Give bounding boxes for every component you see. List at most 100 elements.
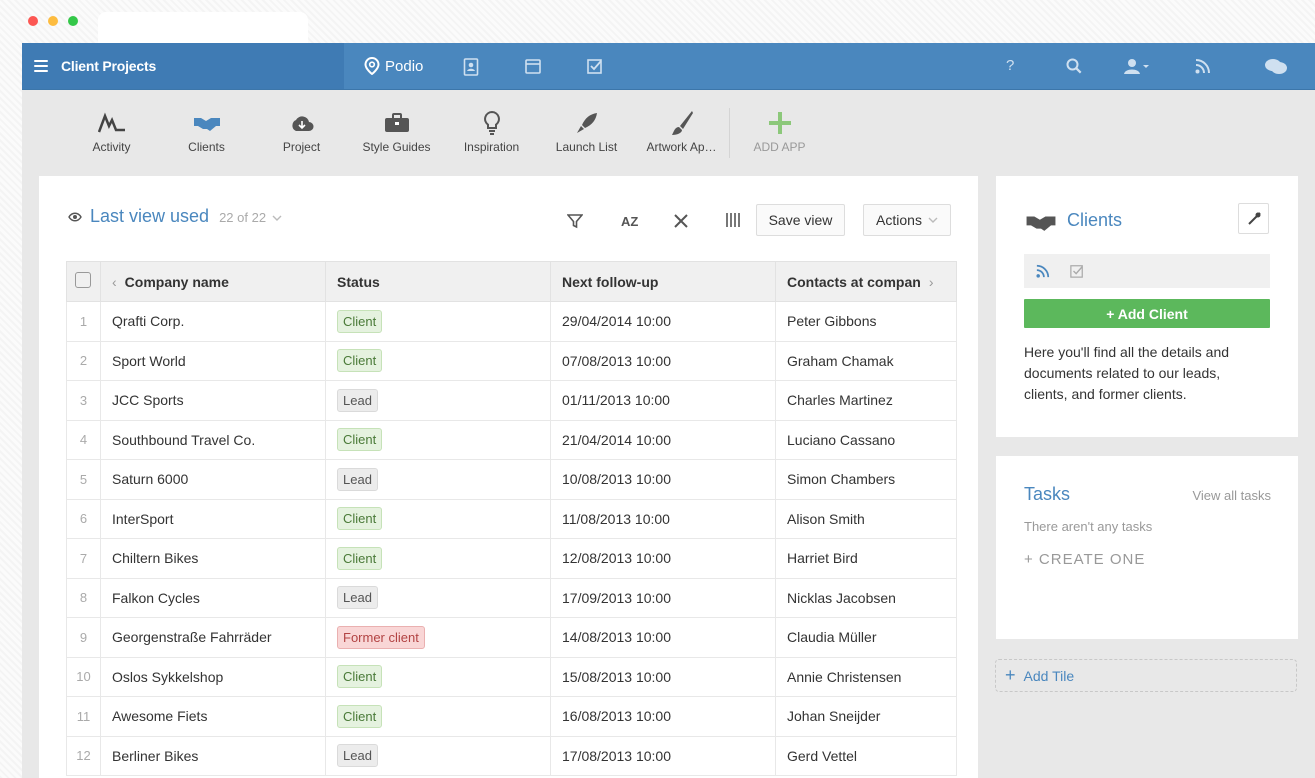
add-client-button[interactable]: + Add Client bbox=[1024, 299, 1270, 328]
app-project[interactable]: Project bbox=[254, 90, 349, 154]
app-artwork[interactable]: Artwork Ap… bbox=[634, 90, 729, 154]
contact-cell[interactable]: Simon Chambers bbox=[775, 459, 957, 500]
contacts-icon[interactable] bbox=[463, 58, 479, 76]
followup-cell[interactable]: 17/09/2013 10:00 bbox=[550, 577, 776, 618]
company-name-cell[interactable]: Awesome Fiets bbox=[100, 696, 326, 737]
status-cell[interactable]: Lead bbox=[325, 380, 551, 421]
company-name-cell[interactable]: Oslos Sykkelshop bbox=[100, 656, 326, 697]
save-view-button[interactable]: Save view bbox=[756, 204, 845, 236]
view-selector[interactable]: Last view used 22 of 22 bbox=[68, 206, 282, 227]
app-settings-button[interactable] bbox=[1238, 203, 1269, 234]
contact-cell[interactable]: Graham Chamak bbox=[775, 340, 957, 381]
app-launch-list[interactable]: Launch List bbox=[539, 90, 634, 154]
followup-cell[interactable]: 14/08/2013 10:00 bbox=[550, 617, 776, 658]
app-inspiration[interactable]: Inspiration bbox=[444, 90, 539, 154]
company-name-cell[interactable]: JCC Sports bbox=[100, 380, 326, 421]
podio-logo[interactable]: Podio bbox=[364, 57, 423, 75]
table-row[interactable]: 3 JCC Sports Lead 01/11/2013 10:00 Charles M… bbox=[66, 380, 957, 421]
minimize-dot[interactable] bbox=[48, 16, 58, 26]
contact-cell[interactable]: Luciano Cassano bbox=[775, 419, 957, 460]
status-cell[interactable]: Former client bbox=[325, 617, 551, 658]
filter-icon[interactable] bbox=[567, 213, 583, 229]
followup-cell[interactable]: 16/08/2013 10:00 bbox=[550, 696, 776, 737]
followup-cell[interactable]: 21/04/2014 10:00 bbox=[550, 419, 776, 460]
table-row[interactable]: 7 Chiltern Bikes Client 12/08/2013 10:00 Har… bbox=[66, 538, 957, 579]
company-name-cell[interactable]: Qrafti Corp. bbox=[100, 301, 326, 342]
status-cell[interactable]: Lead bbox=[325, 735, 551, 776]
status-cell[interactable]: Client bbox=[325, 656, 551, 697]
tasks-icon[interactable] bbox=[1070, 264, 1084, 278]
company-name-cell[interactable]: Southbound Travel Co. bbox=[100, 419, 326, 460]
contact-cell[interactable]: Harriet Bird bbox=[775, 538, 957, 579]
select-all-checkbox[interactable] bbox=[75, 272, 91, 288]
followup-cell[interactable]: 10/08/2013 10:00 bbox=[550, 459, 776, 500]
menu-icon[interactable] bbox=[34, 60, 48, 72]
contact-cell[interactable]: Gerd Vettel bbox=[775, 735, 957, 776]
table-row[interactable]: 6 InterSport Client 11/08/2013 10:00 Alison … bbox=[66, 498, 957, 539]
table-row[interactable]: 11 Awesome Fiets Client 16/08/2013 10:00 Joh… bbox=[66, 696, 957, 737]
company-name-cell[interactable]: Falkon Cycles bbox=[100, 577, 326, 618]
company-name-cell[interactable]: Saturn 6000 bbox=[100, 459, 326, 500]
table-row[interactable]: 10 Oslos Sykkelshop Client 15/08/2013 10:00… bbox=[66, 656, 957, 697]
clients-panel-title[interactable]: Clients bbox=[1067, 210, 1123, 230]
status-cell[interactable]: Lead bbox=[325, 459, 551, 500]
column-header-contacts[interactable]: Contacts at compan › bbox=[775, 261, 957, 302]
status-cell[interactable]: Client bbox=[325, 340, 551, 381]
tools-icon[interactable] bbox=[673, 213, 689, 229]
company-name-cell[interactable]: Berliner Bikes bbox=[100, 735, 326, 776]
followup-cell[interactable]: 11/08/2013 10:00 bbox=[550, 498, 776, 539]
followup-cell[interactable]: 15/08/2013 10:00 bbox=[550, 656, 776, 697]
close-dot[interactable] bbox=[28, 16, 38, 26]
browser-tab[interactable] bbox=[98, 12, 308, 44]
followup-cell[interactable]: 17/08/2013 10:00 bbox=[550, 735, 776, 776]
status-cell[interactable]: Client bbox=[325, 696, 551, 737]
create-task-link[interactable]: + CREATE ONE bbox=[1024, 551, 1146, 568]
column-header-status[interactable]: Status bbox=[325, 261, 551, 302]
tasks-icon[interactable] bbox=[587, 58, 603, 74]
table-row[interactable]: 8 Falkon Cycles Lead 17/09/2013 10:00 Nickla… bbox=[66, 577, 957, 618]
add-tile-button[interactable]: + Add Tile bbox=[995, 659, 1297, 692]
app-activity[interactable]: Activity bbox=[64, 90, 159, 154]
status-cell[interactable]: Client bbox=[325, 538, 551, 579]
followup-cell[interactable]: 07/08/2013 10:00 bbox=[550, 340, 776, 381]
status-cell[interactable]: Client bbox=[325, 419, 551, 460]
table-row[interactable]: 4 Southbound Travel Co. Client 21/04/2014 1… bbox=[66, 419, 957, 460]
contact-cell[interactable]: Charles Martinez bbox=[775, 380, 957, 421]
help-icon[interactable]: ? bbox=[1006, 57, 1015, 74]
company-name-cell[interactable]: Georgenstraße Fahrräder bbox=[100, 617, 326, 658]
chat-icon[interactable] bbox=[1264, 58, 1288, 76]
columns-icon[interactable] bbox=[726, 213, 740, 227]
contact-cell[interactable]: Claudia Müller bbox=[775, 617, 957, 658]
table-row[interactable]: 1 Qrafti Corp. Client 29/04/2014 10:00 Peter… bbox=[66, 301, 957, 342]
contact-cell[interactable]: Peter Gibbons bbox=[775, 301, 957, 342]
company-name-cell[interactable]: InterSport bbox=[100, 498, 326, 539]
table-row[interactable]: 2 Sport World Client 07/08/2013 10:00 Graham… bbox=[66, 340, 957, 381]
user-menu-icon[interactable] bbox=[1124, 58, 1150, 74]
company-name-cell[interactable]: Chiltern Bikes bbox=[100, 538, 326, 579]
activity-stream-icon[interactable] bbox=[1036, 264, 1050, 278]
table-row[interactable]: 12 Berliner Bikes Lead 17/08/2013 10:00 Gerd… bbox=[66, 735, 957, 776]
contact-cell[interactable]: Annie Christensen bbox=[775, 656, 957, 697]
chevron-right-icon[interactable]: › bbox=[928, 273, 934, 290]
calendar-icon[interactable] bbox=[525, 58, 541, 74]
followup-cell[interactable]: 01/11/2013 10:00 bbox=[550, 380, 776, 421]
status-cell[interactable]: Client bbox=[325, 301, 551, 342]
workspace-title[interactable]: Client Projects bbox=[61, 58, 157, 74]
app-style-guides[interactable]: Style Guides bbox=[349, 90, 444, 154]
table-row[interactable]: 5 Saturn 6000 Lead 10/08/2013 10:00 Simon Ch… bbox=[66, 459, 957, 500]
add-app-button[interactable]: ADD APP bbox=[732, 90, 827, 154]
actions-button[interactable]: Actions bbox=[863, 204, 951, 236]
search-icon[interactable] bbox=[1066, 58, 1082, 74]
contact-cell[interactable]: Alison Smith bbox=[775, 498, 957, 539]
contact-cell[interactable]: Johan Sneijder bbox=[775, 696, 957, 737]
sort-az-button[interactable]: AZ bbox=[621, 214, 639, 229]
status-cell[interactable]: Client bbox=[325, 498, 551, 539]
maximize-dot[interactable] bbox=[68, 16, 78, 26]
activity-stream-icon[interactable] bbox=[1195, 58, 1211, 74]
column-header-followup[interactable]: Next follow-up bbox=[550, 261, 776, 302]
followup-cell[interactable]: 29/04/2014 10:00 bbox=[550, 301, 776, 342]
column-header-company[interactable]: ‹ Company name bbox=[100, 261, 326, 302]
view-all-tasks-link[interactable]: View all tasks bbox=[1192, 488, 1271, 503]
contact-cell[interactable]: Nicklas Jacobsen bbox=[775, 577, 957, 618]
tasks-panel-title[interactable]: Tasks bbox=[1024, 484, 1071, 504]
